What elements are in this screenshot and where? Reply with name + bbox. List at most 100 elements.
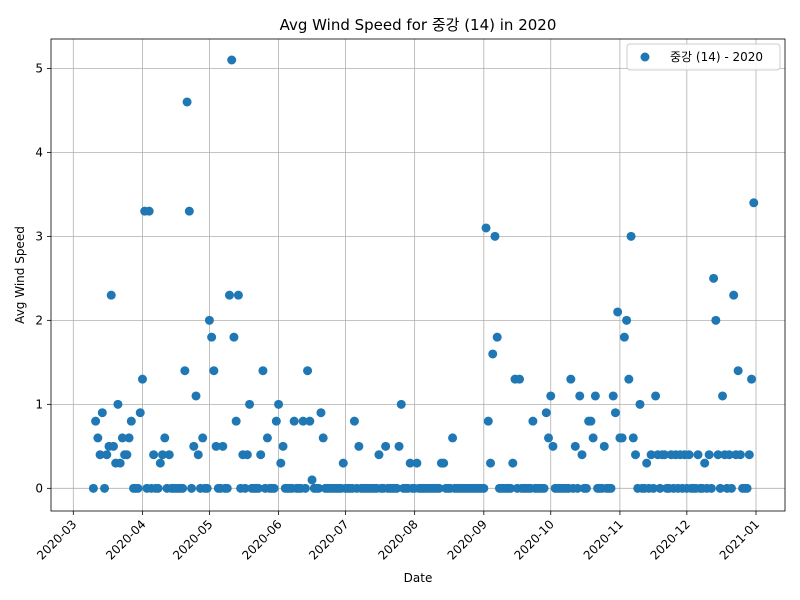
data-point xyxy=(541,408,551,418)
data-point xyxy=(274,399,284,409)
data-point xyxy=(655,483,665,493)
data-point xyxy=(570,441,580,451)
data-point xyxy=(635,399,645,409)
data-point xyxy=(271,416,281,426)
data-point xyxy=(144,206,154,216)
y-tick-label: 4 xyxy=(35,145,43,159)
data-point xyxy=(229,332,239,342)
legend-box xyxy=(626,43,781,71)
data-point xyxy=(700,458,710,468)
data-point xyxy=(88,483,98,493)
legend-label: 중강 (14) - 2020 xyxy=(670,50,763,64)
x-tick-label: 2020-08 xyxy=(375,517,420,562)
data-point xyxy=(102,450,112,460)
data-point xyxy=(581,483,591,493)
x-tick-label: 2020-12 xyxy=(648,517,693,562)
data-point xyxy=(693,450,703,460)
x-tick-label: 2020-10 xyxy=(512,517,557,562)
data-point xyxy=(198,433,208,443)
plot-frame xyxy=(50,38,786,512)
legend-marker xyxy=(640,52,650,62)
data-point xyxy=(628,433,638,443)
data-point xyxy=(726,483,736,493)
data-point xyxy=(434,483,444,493)
data-point xyxy=(276,458,286,468)
data-point xyxy=(160,433,170,443)
data-point xyxy=(590,391,600,401)
data-point xyxy=(135,408,145,418)
data-point xyxy=(242,450,252,460)
data-point xyxy=(100,483,110,493)
data-point xyxy=(704,450,714,460)
data-point xyxy=(124,433,134,443)
data-point xyxy=(178,483,188,493)
data-point xyxy=(289,416,299,426)
data-point xyxy=(718,391,728,401)
data-point xyxy=(617,433,627,443)
data-point xyxy=(490,231,500,241)
data-point xyxy=(115,458,125,468)
data-point xyxy=(97,408,107,418)
chart-title: Avg Wind Speed for 중강 (14) in 2020 xyxy=(280,16,557,34)
data-point xyxy=(164,450,174,460)
data-point xyxy=(245,399,255,409)
x-tick-label: 2020-05 xyxy=(170,517,215,562)
data-point xyxy=(622,315,632,325)
data-point xyxy=(744,450,754,460)
data-point xyxy=(314,483,324,493)
data-point xyxy=(374,450,384,460)
data-point xyxy=(95,450,105,460)
data-point xyxy=(91,416,101,426)
data-point xyxy=(303,366,313,376)
data-point xyxy=(191,391,201,401)
data-point xyxy=(222,483,232,493)
data-point xyxy=(479,483,489,493)
x-axis-label: Date xyxy=(404,571,433,585)
data-point xyxy=(528,416,538,426)
data-point xyxy=(613,307,623,317)
data-point xyxy=(153,483,163,493)
legend: 중강 (14) - 2020 xyxy=(626,43,781,71)
data-point xyxy=(218,441,228,451)
data-point xyxy=(684,450,694,460)
data-point xyxy=(182,97,192,107)
data-point xyxy=(742,483,752,493)
data-point xyxy=(711,315,721,325)
x-tick-label: 2020-06 xyxy=(239,517,284,562)
y-tick-label: 5 xyxy=(35,61,43,75)
data-point xyxy=(133,483,143,493)
data-point xyxy=(227,55,237,65)
data-point xyxy=(608,391,618,401)
data-point xyxy=(506,483,516,493)
x-axis: 2020-03 2020-04 2020-05 2020-06 2020-07 2020-… xyxy=(34,511,762,563)
data-point xyxy=(648,483,658,493)
data-point xyxy=(651,391,661,401)
data-point xyxy=(187,483,197,493)
y-tick-label: 3 xyxy=(35,229,43,243)
data-point xyxy=(508,458,518,468)
data-point xyxy=(258,366,268,376)
data-point xyxy=(749,198,759,208)
data-point xyxy=(126,416,136,426)
data-point xyxy=(253,483,263,493)
data-point xyxy=(642,458,652,468)
data-point xyxy=(113,399,123,409)
x-tick-label: 2020-04 xyxy=(103,517,148,562)
data-point xyxy=(305,416,315,426)
data-point xyxy=(486,458,496,468)
data-point xyxy=(631,450,641,460)
data-point xyxy=(180,366,190,376)
data-point xyxy=(488,349,498,359)
data-point xyxy=(483,416,493,426)
data-point xyxy=(122,450,132,460)
data-point xyxy=(660,450,670,460)
data-point xyxy=(646,450,656,460)
data-point xyxy=(481,223,491,233)
data-point xyxy=(713,450,723,460)
data-point xyxy=(381,441,391,451)
data-point xyxy=(231,416,241,426)
data-point xyxy=(747,374,757,384)
data-point xyxy=(396,399,406,409)
x-tick-label: 2021-01 xyxy=(717,517,762,562)
data-point xyxy=(149,450,159,460)
